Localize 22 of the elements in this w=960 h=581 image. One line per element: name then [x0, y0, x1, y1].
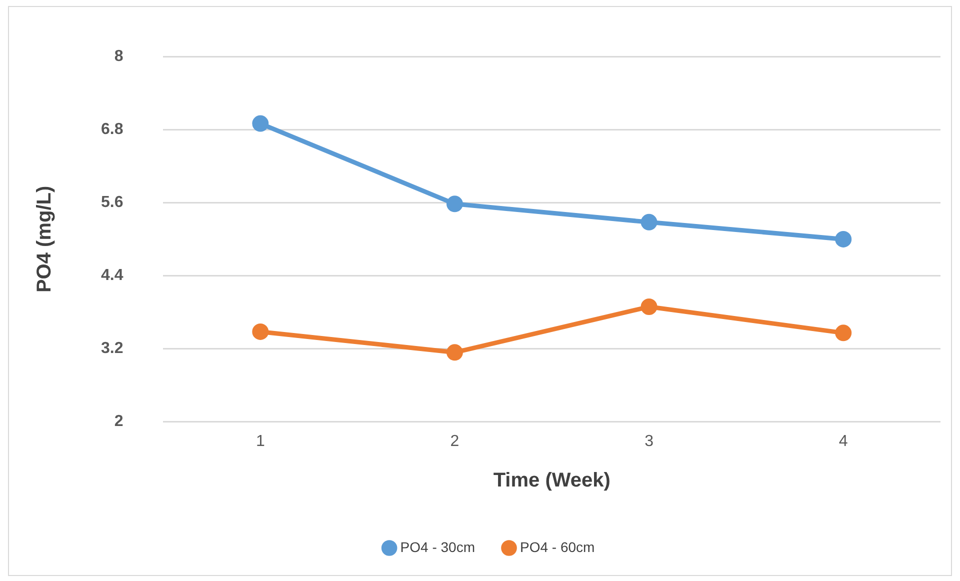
y-tick-label: 5.6: [100, 194, 124, 212]
point: [835, 230, 852, 248]
x-tick-label: 4: [838, 432, 848, 450]
point: [252, 115, 269, 132]
point: [446, 344, 463, 361]
y-axis-title: PO4 (mg/L): [34, 186, 56, 293]
y-tick-label: 8: [114, 48, 124, 66]
y-tick-label: 2: [114, 413, 124, 430]
legend-label: PO4 - 60cm: [520, 538, 595, 555]
legend-label: PO4 - 30cm: [400, 538, 476, 555]
x-tick-label: 1: [256, 432, 265, 450]
x-axis-title: Time (Week): [493, 470, 610, 492]
point: [835, 324, 852, 342]
point: [252, 323, 269, 340]
x-tick-label: 3: [644, 432, 654, 450]
point: [640, 298, 658, 316]
y-tick-label: 4.4: [100, 267, 124, 284]
point: [640, 214, 658, 230]
y-tick-label: 6.8: [100, 121, 124, 138]
y-tick-label: 3.2: [100, 340, 124, 358]
point: [446, 196, 463, 212]
x-tick-label: 2: [450, 432, 460, 450]
